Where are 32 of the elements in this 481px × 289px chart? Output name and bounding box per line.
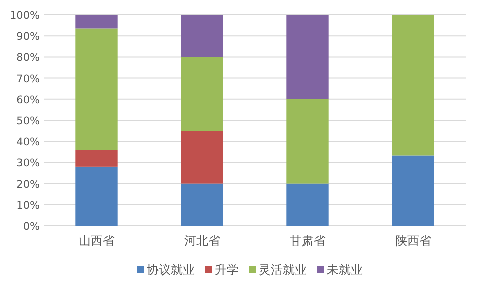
y-tick-label: 100% <box>10 10 40 22</box>
y-tick-label: 60% <box>16 94 40 106</box>
legend-label: 灵活就业 <box>259 263 307 277</box>
y-tick-label: 90% <box>16 31 40 44</box>
x-tick-label: 山西省 <box>78 234 115 248</box>
bar <box>286 184 329 226</box>
y-tick-label: 70% <box>16 73 40 86</box>
y-tick-label: 20% <box>16 178 40 191</box>
legend-label: 协议就业 <box>147 263 195 277</box>
x-tick-label: 河北省 <box>184 234 220 248</box>
bar <box>76 166 118 226</box>
bar <box>76 150 118 167</box>
bar <box>392 156 434 226</box>
bar <box>286 99 329 184</box>
legend-label: 升学 <box>215 263 239 277</box>
bar <box>181 15 224 58</box>
y-tick-label: 30% <box>16 158 40 170</box>
y-tick-label: 0% <box>23 221 40 233</box>
x-tick-label: 陕西省 <box>395 234 432 248</box>
bar <box>286 15 329 100</box>
bar <box>181 131 224 184</box>
bar <box>76 15 118 29</box>
x-tick-label: 甘肃省 <box>290 234 326 248</box>
y-tick-label: 80% <box>16 52 40 64</box>
legend-label: 未就业 <box>327 263 363 277</box>
bar <box>76 28 118 150</box>
bar <box>392 15 434 156</box>
y-tick-label: 50% <box>16 116 40 128</box>
y-tick-label: 10% <box>16 200 40 212</box>
bar <box>181 57 224 132</box>
y-tick-label: 40% <box>16 136 40 149</box>
bar <box>181 184 224 226</box>
